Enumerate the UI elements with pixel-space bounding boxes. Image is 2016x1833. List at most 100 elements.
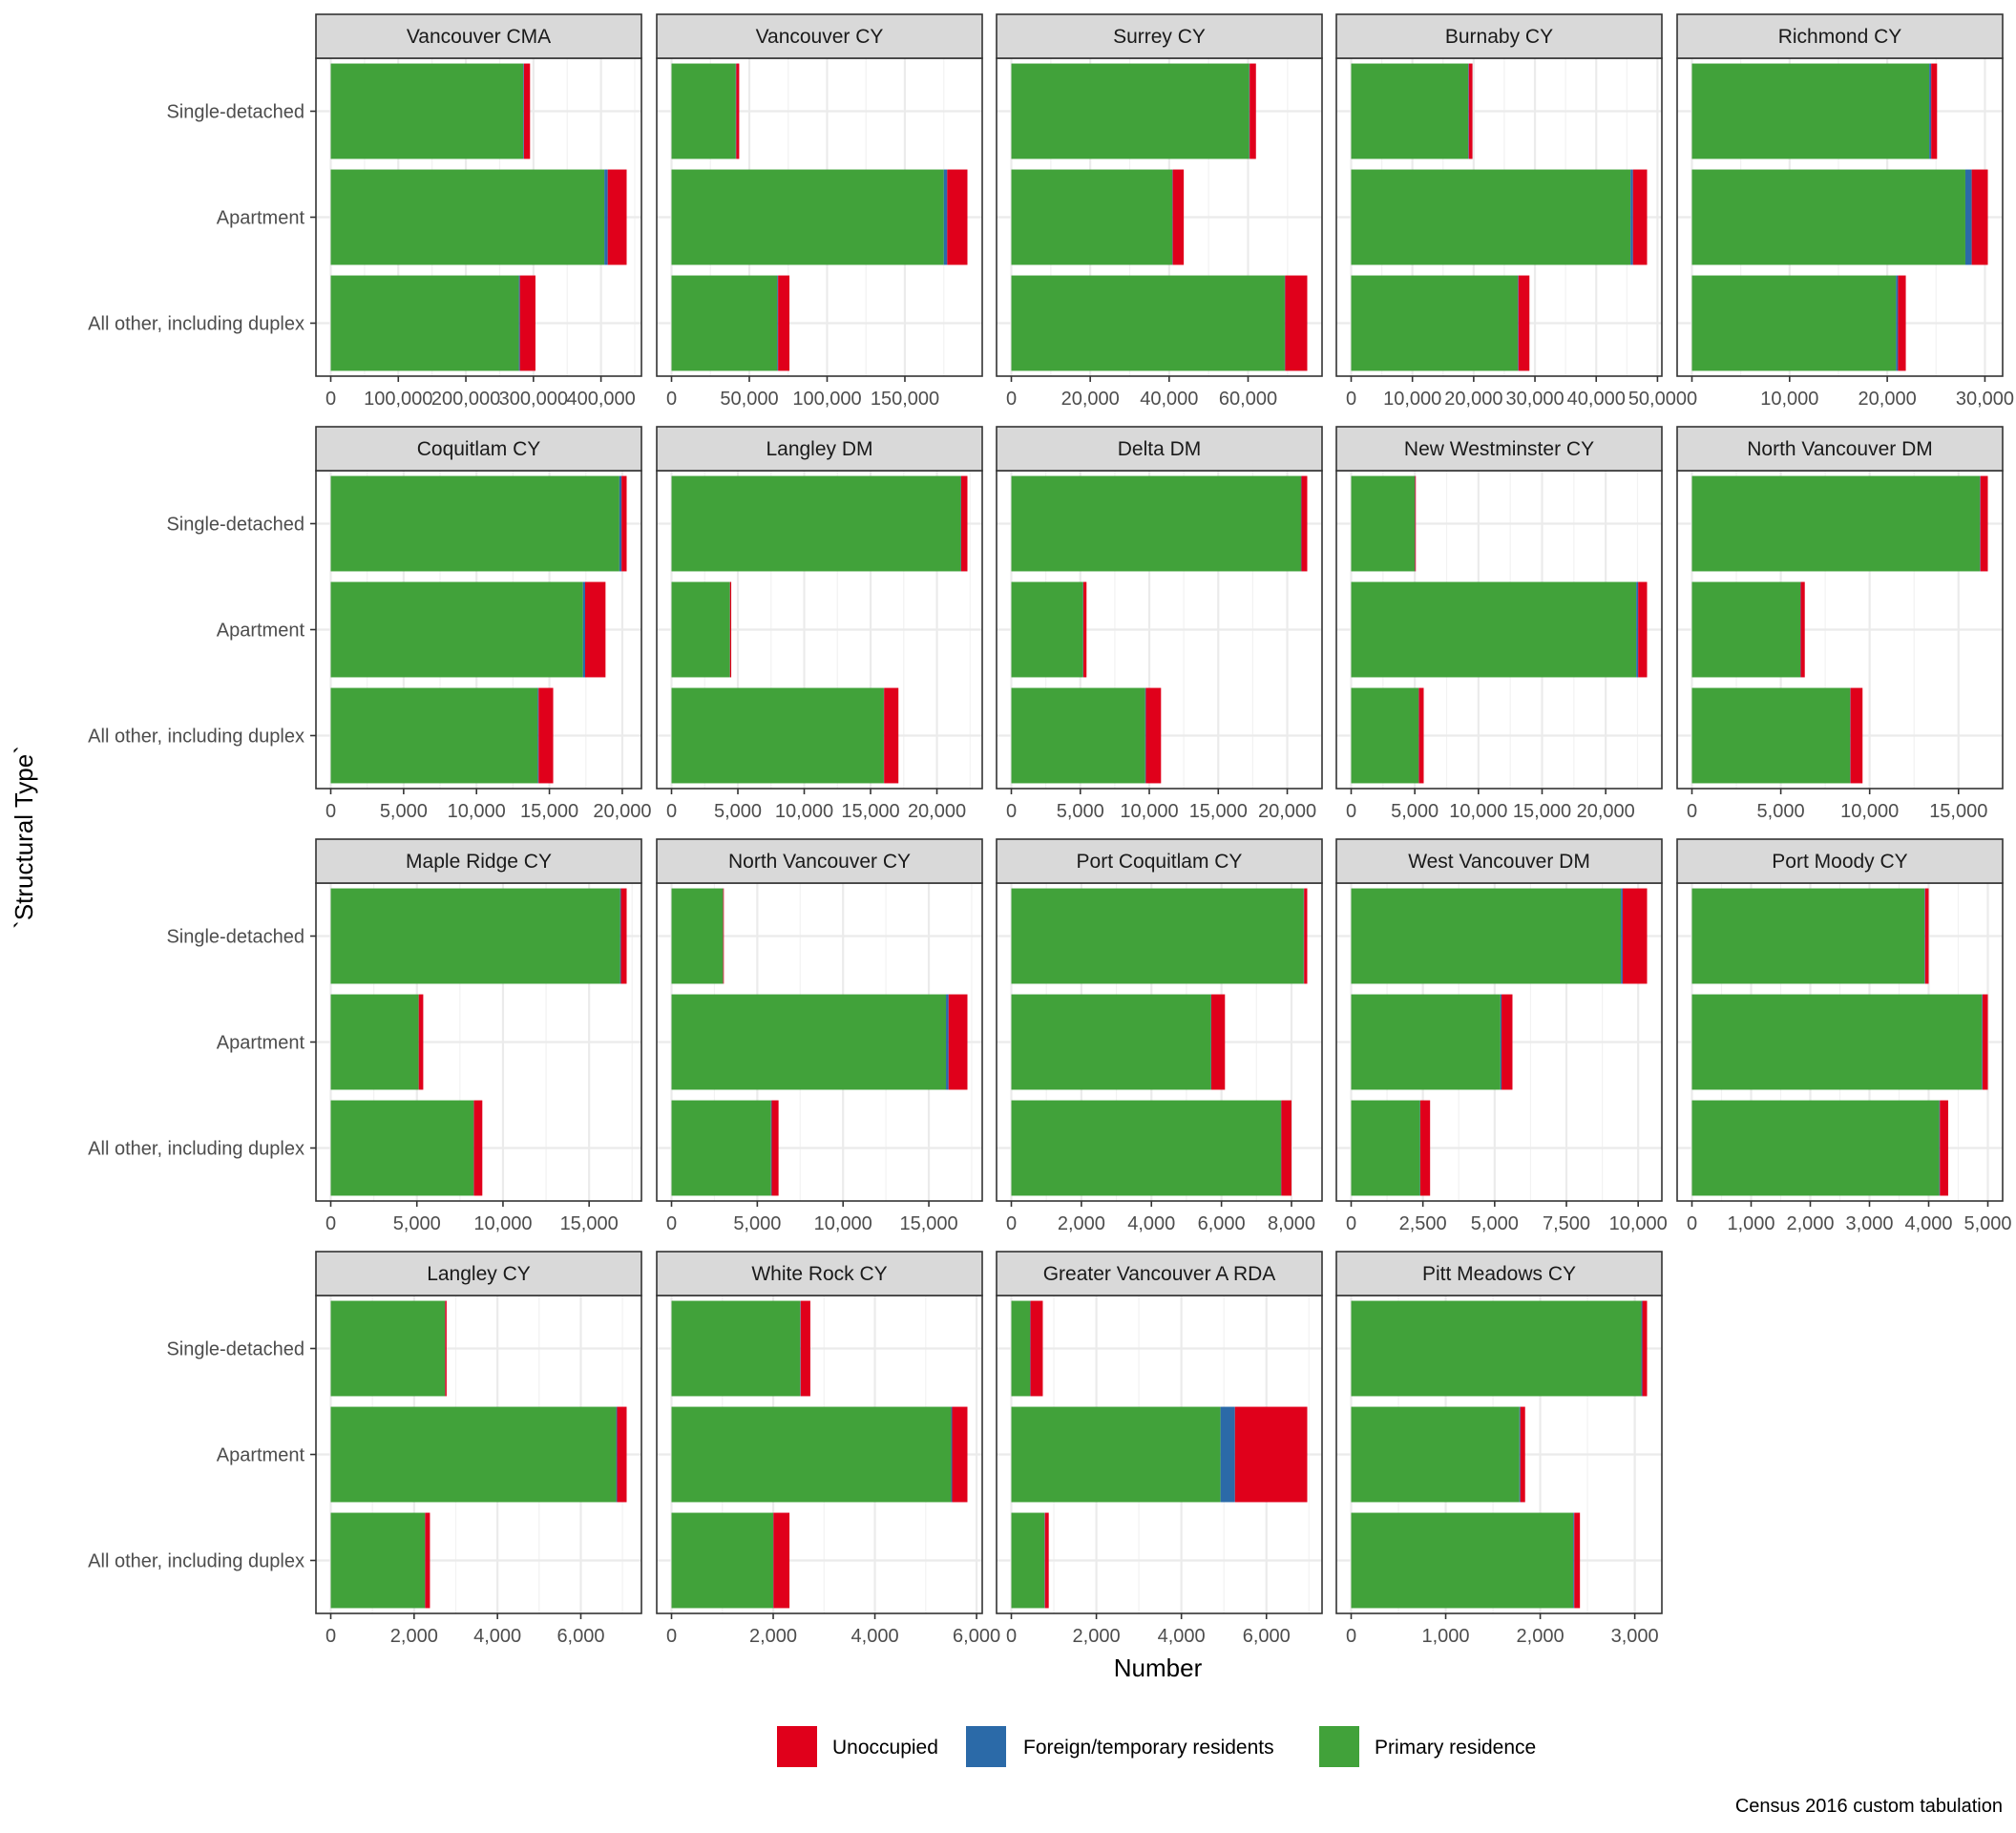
x-tick-label: 4,000 <box>1127 1213 1175 1234</box>
x-tick-label: 60,000 <box>1219 389 1277 410</box>
x-tick-label: 300,000 <box>499 389 568 410</box>
facet-strip <box>315 426 642 472</box>
x-tick-label: 30,000 <box>1505 389 1564 410</box>
bar-segment-primary <box>330 687 538 784</box>
x-tick-label: 200,000 <box>431 389 500 410</box>
x-tick-label: 10,000 <box>1760 389 1818 410</box>
bar-segment-primary <box>1691 275 1897 371</box>
bar-segment-foreign <box>1636 581 1639 678</box>
bar-segment-unoccupied <box>607 169 627 265</box>
legend-label: Foreign/temporary residents <box>1023 1737 1274 1759</box>
x-tick-label: 20,000 <box>1444 389 1502 410</box>
bar-segment-primary <box>1691 63 1930 159</box>
x-tick-label: 1,000 <box>1422 1626 1470 1647</box>
bar-segment-primary <box>671 63 736 159</box>
bar-segment-foreign <box>1939 1100 1941 1196</box>
legend-key-unoccupied <box>777 1726 817 1767</box>
caption: Census 2016 custom tabulation <box>1735 1796 2003 1817</box>
facet-strip-label: Pitt Meadows CY <box>1422 1263 1576 1285</box>
facet-panel: Surrey CY 0 20,000 40,000 60,000 <box>996 13 1323 410</box>
x-tick-label: 4,000 <box>473 1626 521 1647</box>
bar-segment-unoccupied <box>473 1100 483 1196</box>
x-tick-label: 10,000 <box>1120 801 1178 822</box>
x-tick-label: 0 <box>1687 389 1697 410</box>
bar-segment-unoccupied <box>1250 63 1256 159</box>
bar-segment-unoccupied <box>1850 687 1863 784</box>
bar-segment-primary <box>1691 994 1983 1090</box>
facet-panel: Burnaby CY 0 10,000 20,000 30,000 40,000 50,00… <box>1335 13 1687 410</box>
bar-segment-foreign <box>1519 1406 1521 1503</box>
bar-segment-unoccupied <box>1172 169 1185 265</box>
bar-segment-foreign <box>951 1406 953 1503</box>
bar-segment-primary <box>1011 687 1145 784</box>
x-tick-label: 5,000 <box>1391 801 1438 822</box>
x-tick-label: 30,000 <box>1956 389 2014 410</box>
bar-segment-foreign <box>1500 994 1502 1090</box>
x-tick-label: 15,000 <box>520 801 578 822</box>
facet-strip <box>656 426 983 472</box>
bar-segment-primary <box>1351 687 1419 784</box>
bar-segment-primary <box>1011 169 1173 265</box>
bar-segment-unoccupied <box>519 275 536 371</box>
bar-segment-foreign <box>604 169 608 265</box>
x-tick-label: 5,000 <box>1471 1213 1519 1234</box>
facet-strip <box>1676 13 2004 59</box>
facet-panel: Port Coquitlam CY 0 2,000 4,000 6,000 8,000 <box>996 838 1323 1234</box>
bar-segment-primary <box>330 275 519 371</box>
x-tick-label: 10,000 <box>1840 801 1899 822</box>
bar-segment-primary <box>1351 1512 1574 1609</box>
x-tick-label: 5,000 <box>1057 801 1104 822</box>
bar-segment-unoccupied <box>884 687 899 784</box>
bar-segment-unoccupied <box>620 888 627 984</box>
bar-segment-unoccupied <box>952 1406 968 1503</box>
bar-segment-primary <box>1011 1300 1031 1397</box>
x-tick-label: 10,000 <box>448 801 506 822</box>
bar-segment-primary <box>1011 1512 1045 1609</box>
bar-segment-unoccupied <box>1622 888 1648 984</box>
bar-segment-primary <box>1691 581 1801 678</box>
bar-segment-unoccupied <box>778 275 790 371</box>
facet-panel: North Vancouver DM 0 5,000 10,000 15,000 <box>1676 426 2004 822</box>
facet-panel: Langley CY 0 2,000 4,000 6,000 Single-detache… <box>88 1251 642 1647</box>
x-tick-label: 15,000 <box>1929 801 1987 822</box>
x-tick-label: 5,000 <box>1757 801 1805 822</box>
bar-segment-foreign <box>537 687 539 784</box>
bar-segment-primary <box>1351 994 1501 1090</box>
bar-segment-foreign <box>1621 888 1623 984</box>
facet-strip-label: Langley CY <box>427 1263 531 1285</box>
facet-panel: Greater Vancouver A RDA 0 2,000 4,000 6,000 <box>996 1251 1323 1647</box>
bar-segment-unoccupied <box>1931 63 1938 159</box>
y-tick-label: Apartment <box>217 208 305 229</box>
x-tick-label: 7,500 <box>1543 1213 1590 1234</box>
x-tick-label: 50,000 <box>1628 389 1687 410</box>
bar-segment-primary <box>330 169 605 265</box>
y-tick-label: All other, including duplex <box>88 727 304 748</box>
facet-strip <box>1335 838 1663 884</box>
bar-segment-primary <box>330 63 524 159</box>
x-tick-label: 50,000 <box>720 389 778 410</box>
bar-segment-foreign <box>620 888 621 984</box>
facet-strip-label: Greater Vancouver A RDA <box>1043 1263 1276 1285</box>
x-tick-label: 15,000 <box>560 1213 619 1234</box>
x-tick-label: 40,000 <box>1567 389 1626 410</box>
bar-segment-primary <box>1011 994 1211 1090</box>
facet-panel: Richmond CY 0 10,000 20,000 30,000 <box>1676 13 2014 410</box>
bar-segment-unoccupied <box>1940 1100 1948 1196</box>
bar-segment-unoccupied <box>1419 1100 1431 1196</box>
bar-segment-primary <box>1351 63 1469 159</box>
x-tick-label: 100,000 <box>792 389 861 410</box>
x-tick-label: 20,000 <box>1061 389 1120 410</box>
x-tick-label: 3,000 <box>1611 1626 1659 1647</box>
y-tick-label: Apartment <box>217 1445 305 1466</box>
x-tick-label: 0 <box>1006 801 1017 822</box>
x-tick-label: 5,000 <box>733 1213 781 1234</box>
bar-segment-primary <box>1351 1100 1420 1196</box>
bar-segment-primary <box>330 1100 474 1196</box>
bar-segment-foreign <box>1573 1512 1575 1609</box>
y-tick-label: Single-detached <box>166 102 304 123</box>
bar-segment-foreign <box>619 475 622 572</box>
bar-segment-unoccupied <box>1632 169 1648 265</box>
bar-segment-unoccupied <box>1030 1300 1043 1397</box>
bar-segment-primary <box>1011 63 1250 159</box>
